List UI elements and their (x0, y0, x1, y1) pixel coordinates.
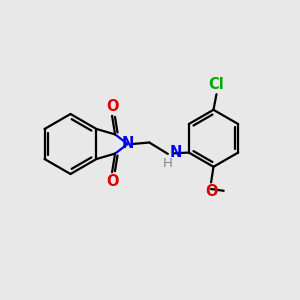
Text: O: O (106, 99, 118, 114)
Text: Cl: Cl (208, 77, 224, 92)
Text: H: H (162, 157, 172, 170)
Text: N: N (122, 136, 134, 152)
Text: O: O (106, 174, 118, 189)
Text: N: N (170, 145, 182, 160)
Text: O: O (205, 184, 217, 199)
